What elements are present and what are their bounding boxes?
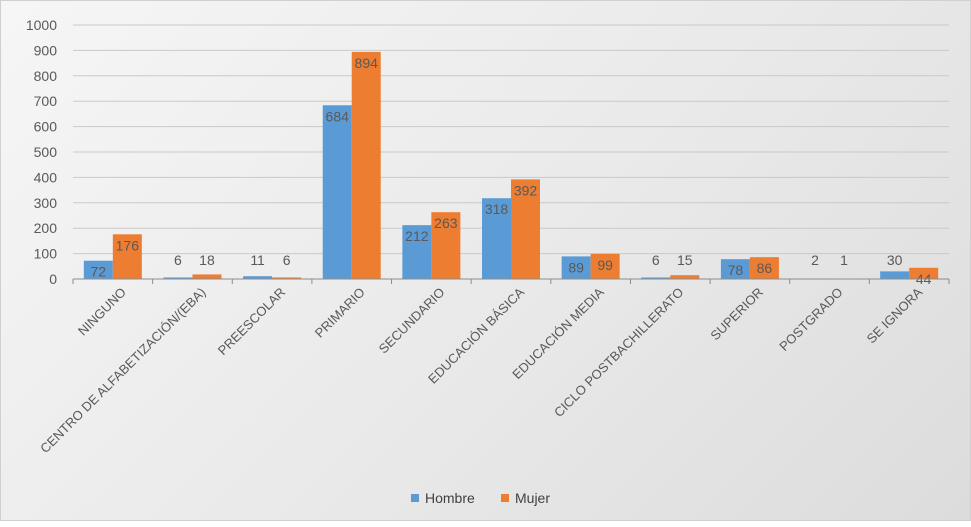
legend-label-hombre: Hombre [425,490,475,506]
y-tick-label: 0 [49,271,57,287]
y-tick-label: 200 [34,220,58,236]
bar-mujer-centro-de-alfabetizacion-eba [192,274,221,279]
legend: Hombre Mujer [411,490,550,506]
x-category-label-preescolar: PREESCOLAR [215,285,288,358]
x-category-label-se-ignora: SE IGNORA [864,284,926,346]
x-category-label-secundario: SECUNDARIO [376,285,448,357]
y-tick-label: 100 [34,246,58,262]
data-label-hombre-educacion-basica: 318 [485,201,509,217]
legend-label-mujer: Mujer [515,490,550,506]
data-label-hombre-postgrado: 2 [811,252,819,268]
bar-mujer-ciclo-postbachillerato [670,275,699,279]
data-label-hombre-educacion-media: 89 [568,259,584,275]
y-tick-label: 600 [34,119,58,135]
bar-hombre-se-ignora [880,271,909,279]
x-category-label-primario: PRIMARIO [312,285,368,341]
data-label-hombre-primario: 684 [326,108,350,124]
data-label-hombre-ninguno: 72 [91,264,107,280]
x-category-label-ninguno: NINGUNO [75,285,129,339]
y-tick-label: 800 [34,68,58,84]
bar-mujer-primario [352,52,381,279]
data-label-mujer-postgrado: 1 [840,252,848,268]
data-label-hombre-secundario: 212 [405,228,429,244]
y-tick-label: 900 [34,42,58,58]
x-category-label-ciclo-postbachillerato: CICLO POSTBACHILLERATO [551,285,686,420]
data-label-mujer-ciclo-postbachillerato: 15 [677,252,693,268]
legend-swatch-hombre [411,494,419,502]
data-label-hombre-preescolar: 11 [250,252,265,268]
y-tick-label: 300 [34,195,58,211]
data-label-hombre-centro-de-alfabetizacion-eba: 6 [174,252,182,268]
x-category-label-centro-de-alfabetizacion-eba: CENTRO DE ALFABETIZACIÓN/(EBA) [37,285,209,457]
x-category-label-superior: SUPERIOR [707,285,766,344]
data-label-mujer-preescolar: 6 [283,252,291,268]
y-axis-tick-labels: 0 100 200 300 400 500 600 700 800 900 1000 [26,17,57,287]
data-label-hombre-se-ignora: 30 [887,252,903,268]
data-label-mujer-secundario: 263 [434,215,458,231]
data-label-mujer-educacion-basica: 392 [514,182,538,198]
data-label-mujer-primario: 894 [355,55,379,71]
x-axis [73,279,949,284]
y-tick-label: 400 [34,169,58,185]
y-tick-label: 700 [34,93,58,109]
data-label-mujer-centro-de-alfabetizacion-eba: 18 [199,252,215,268]
legend-swatch-mujer [501,494,509,502]
bars [84,52,938,279]
bar-hombre-primario [323,105,352,279]
data-label-mujer-ninguno: 176 [116,237,140,253]
data-label-mujer-educacion-media: 99 [597,257,613,273]
y-tick-label: 1000 [26,17,57,33]
data-label-hombre-superior: 78 [728,262,744,278]
data-label-hombre-ciclo-postbachillerato: 6 [652,252,660,268]
data-label-mujer-superior: 86 [757,260,773,276]
x-category-label-postgrado: POSTGRADO [776,285,845,354]
y-tick-label: 500 [34,144,58,160]
